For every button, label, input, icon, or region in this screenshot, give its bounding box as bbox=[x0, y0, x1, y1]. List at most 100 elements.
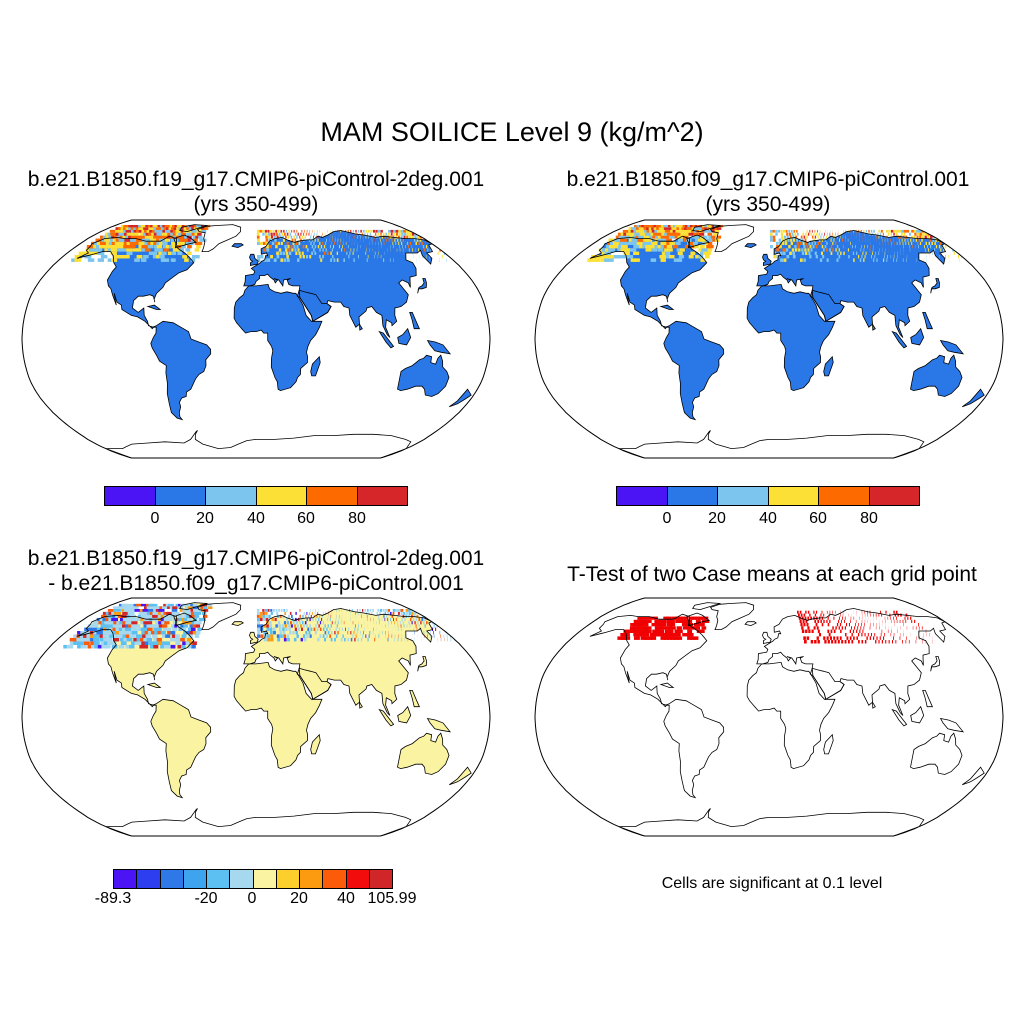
grid-cell bbox=[113, 255, 121, 259]
grid-cell bbox=[312, 609, 314, 612]
grid-cell bbox=[156, 241, 162, 245]
coastline-philippines bbox=[922, 690, 934, 708]
grid-cell bbox=[289, 611, 292, 615]
grid-cell bbox=[697, 238, 703, 242]
grid-cell bbox=[183, 624, 189, 628]
grid-cell bbox=[196, 631, 201, 635]
grid-cell bbox=[114, 241, 122, 245]
grid-cell bbox=[303, 634, 306, 638]
grid-cell bbox=[801, 629, 805, 633]
grid-cell bbox=[165, 245, 172, 249]
grid-cell bbox=[700, 616, 706, 620]
grid-cell bbox=[337, 238, 339, 242]
grid-cell bbox=[345, 627, 346, 631]
grid-cell bbox=[893, 238, 894, 242]
grid-cell bbox=[341, 617, 342, 622]
grid-cell bbox=[852, 245, 853, 249]
grid-cell bbox=[860, 229, 862, 233]
grid-cell bbox=[122, 611, 130, 615]
grid-cell bbox=[300, 637, 303, 642]
grid-cell bbox=[623, 251, 630, 255]
grid-cell bbox=[807, 232, 810, 236]
grid-cell bbox=[827, 629, 830, 633]
grid-cell bbox=[403, 624, 405, 628]
grid-cell bbox=[675, 241, 681, 245]
grid-cell bbox=[687, 636, 692, 640]
grid-cell bbox=[399, 248, 401, 252]
grid-cell bbox=[296, 245, 299, 249]
grid-cell bbox=[158, 251, 164, 255]
coastline-newguinea bbox=[426, 339, 452, 355]
grid-cell bbox=[257, 621, 260, 625]
grid-cell bbox=[375, 634, 376, 638]
grid-cell bbox=[147, 245, 154, 249]
grid-cell bbox=[290, 245, 293, 249]
grid-cell bbox=[280, 258, 284, 262]
grid-cell bbox=[799, 610, 802, 614]
grid-cell bbox=[608, 238, 616, 242]
grid-cell bbox=[365, 235, 367, 239]
grid-cell bbox=[685, 232, 692, 236]
grid-cell bbox=[831, 640, 834, 644]
grid-cell bbox=[270, 235, 274, 239]
grid-cell bbox=[695, 255, 700, 259]
grid-cell bbox=[657, 229, 664, 233]
grid-cell bbox=[341, 627, 343, 631]
grid-cell bbox=[806, 636, 810, 640]
grid-cell bbox=[263, 624, 266, 628]
grid-cell bbox=[861, 255, 863, 259]
grid-cell bbox=[867, 610, 868, 614]
grid-cell bbox=[360, 235, 361, 239]
grid-cell bbox=[304, 229, 305, 233]
grid-cell bbox=[170, 258, 176, 262]
map-border bbox=[534, 597, 1004, 837]
grid-cell bbox=[287, 624, 290, 628]
grid-cell bbox=[934, 241, 936, 245]
grid-cell bbox=[358, 255, 359, 259]
grid-cell bbox=[342, 241, 344, 245]
grid-cell bbox=[700, 623, 705, 627]
grid-cell bbox=[158, 609, 165, 612]
grid-cell bbox=[880, 610, 882, 614]
grid-cell bbox=[175, 232, 181, 236]
grid-cell bbox=[409, 241, 411, 245]
grid-cell bbox=[140, 627, 147, 631]
grid-cell bbox=[801, 616, 804, 620]
grid-cell bbox=[778, 241, 782, 245]
grid-cell bbox=[408, 611, 411, 615]
grid-cell bbox=[900, 613, 902, 617]
grid-cell bbox=[841, 619, 842, 623]
grid-cell bbox=[260, 634, 264, 638]
grid-cell bbox=[355, 624, 356, 628]
grid-cell bbox=[300, 617, 303, 622]
grid-cell bbox=[929, 238, 932, 242]
grid-cell bbox=[826, 232, 828, 236]
grid-cell bbox=[714, 227, 719, 230]
grid-cell bbox=[896, 619, 898, 623]
grid-cell bbox=[885, 610, 887, 614]
grid-cell bbox=[446, 634, 448, 638]
land-sumatra bbox=[892, 709, 907, 726]
grid-cell bbox=[809, 255, 812, 259]
grid-cell bbox=[332, 255, 334, 259]
coastline-japan bbox=[417, 278, 427, 294]
grid-cell bbox=[651, 623, 658, 627]
grid-cell bbox=[624, 241, 632, 245]
grid-cell bbox=[367, 229, 370, 233]
grid-cell bbox=[888, 229, 891, 233]
grid-cell bbox=[203, 609, 209, 612]
grid-cell bbox=[287, 245, 290, 249]
grid-cell bbox=[664, 629, 671, 633]
grid-cell bbox=[331, 241, 332, 245]
coastline-nz bbox=[962, 388, 985, 408]
grid-cell bbox=[860, 248, 862, 252]
grid-cell bbox=[852, 629, 855, 633]
grid-cell bbox=[890, 616, 891, 620]
grid-cell bbox=[415, 241, 417, 245]
grid-cell bbox=[781, 238, 784, 242]
grid-cell bbox=[134, 609, 142, 612]
grid-cell bbox=[270, 637, 274, 642]
grid-cell bbox=[203, 227, 209, 230]
grid-cell bbox=[660, 258, 666, 262]
grid-cell bbox=[837, 640, 840, 644]
